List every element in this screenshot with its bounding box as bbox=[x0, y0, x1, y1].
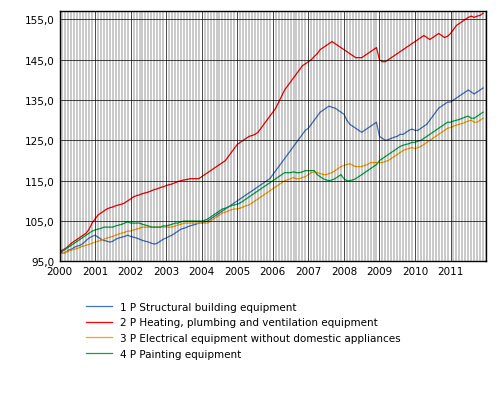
3 P Electrical equipment without domestic appliances bbox=[57, 251, 62, 256]
3 P Electrical equipment without domestic appliances bbox=[187, 221, 193, 226]
Line: 1 P Structural building equipment: 1 P Structural building equipment bbox=[60, 89, 483, 254]
2 P Heating, plumbing and ventilation equipment bbox=[187, 177, 193, 182]
4 P Painting equipment bbox=[187, 219, 193, 224]
2 P Heating, plumbing and ventilation equipment bbox=[359, 56, 365, 61]
4 P Painting equipment bbox=[86, 231, 92, 236]
3 P Electrical equipment without domestic appliances bbox=[86, 243, 92, 247]
4 P Painting equipment bbox=[403, 143, 409, 148]
1 P Structural building equipment bbox=[122, 234, 127, 239]
3 P Electrical equipment without domestic appliances bbox=[119, 231, 124, 236]
2 P Heating, plumbing and ventilation equipment bbox=[57, 249, 62, 254]
2 P Heating, plumbing and ventilation equipment bbox=[119, 202, 124, 207]
2 P Heating, plumbing and ventilation equipment bbox=[397, 50, 403, 55]
4 P Painting equipment bbox=[119, 222, 124, 227]
1 P Structural building equipment bbox=[406, 128, 412, 133]
1 P Structural building equipment bbox=[60, 251, 65, 256]
2 P Heating, plumbing and ventilation equipment bbox=[403, 46, 409, 51]
1 P Structural building equipment bbox=[190, 223, 196, 228]
4 P Painting equipment bbox=[480, 110, 486, 115]
3 P Electrical equipment without domestic appliances bbox=[359, 165, 365, 170]
1 P Structural building equipment bbox=[480, 86, 486, 91]
3 P Electrical equipment without domestic appliances bbox=[403, 147, 409, 152]
1 P Structural building equipment bbox=[57, 249, 62, 254]
1 P Structural building equipment bbox=[89, 234, 95, 239]
Line: 3 P Electrical equipment without domestic appliances: 3 P Electrical equipment without domesti… bbox=[60, 119, 483, 254]
Legend: 1 P Structural building equipment, 2 P Heating, plumbing and ventilation equipme: 1 P Structural building equipment, 2 P H… bbox=[86, 302, 401, 359]
4 P Painting equipment bbox=[359, 173, 365, 178]
2 P Heating, plumbing and ventilation equipment bbox=[86, 227, 92, 232]
4 P Painting equipment bbox=[397, 145, 403, 150]
3 P Electrical equipment without domestic appliances bbox=[397, 151, 403, 155]
1 P Structural building equipment bbox=[400, 133, 406, 137]
4 P Painting equipment bbox=[57, 250, 62, 255]
Line: 4 P Painting equipment: 4 P Painting equipment bbox=[60, 113, 483, 253]
Line: 2 P Heating, plumbing and ventilation equipment: 2 P Heating, plumbing and ventilation eq… bbox=[60, 14, 483, 252]
1 P Structural building equipment bbox=[362, 128, 368, 133]
2 P Heating, plumbing and ventilation equipment bbox=[480, 12, 486, 17]
3 P Electrical equipment without domestic appliances bbox=[480, 117, 486, 121]
